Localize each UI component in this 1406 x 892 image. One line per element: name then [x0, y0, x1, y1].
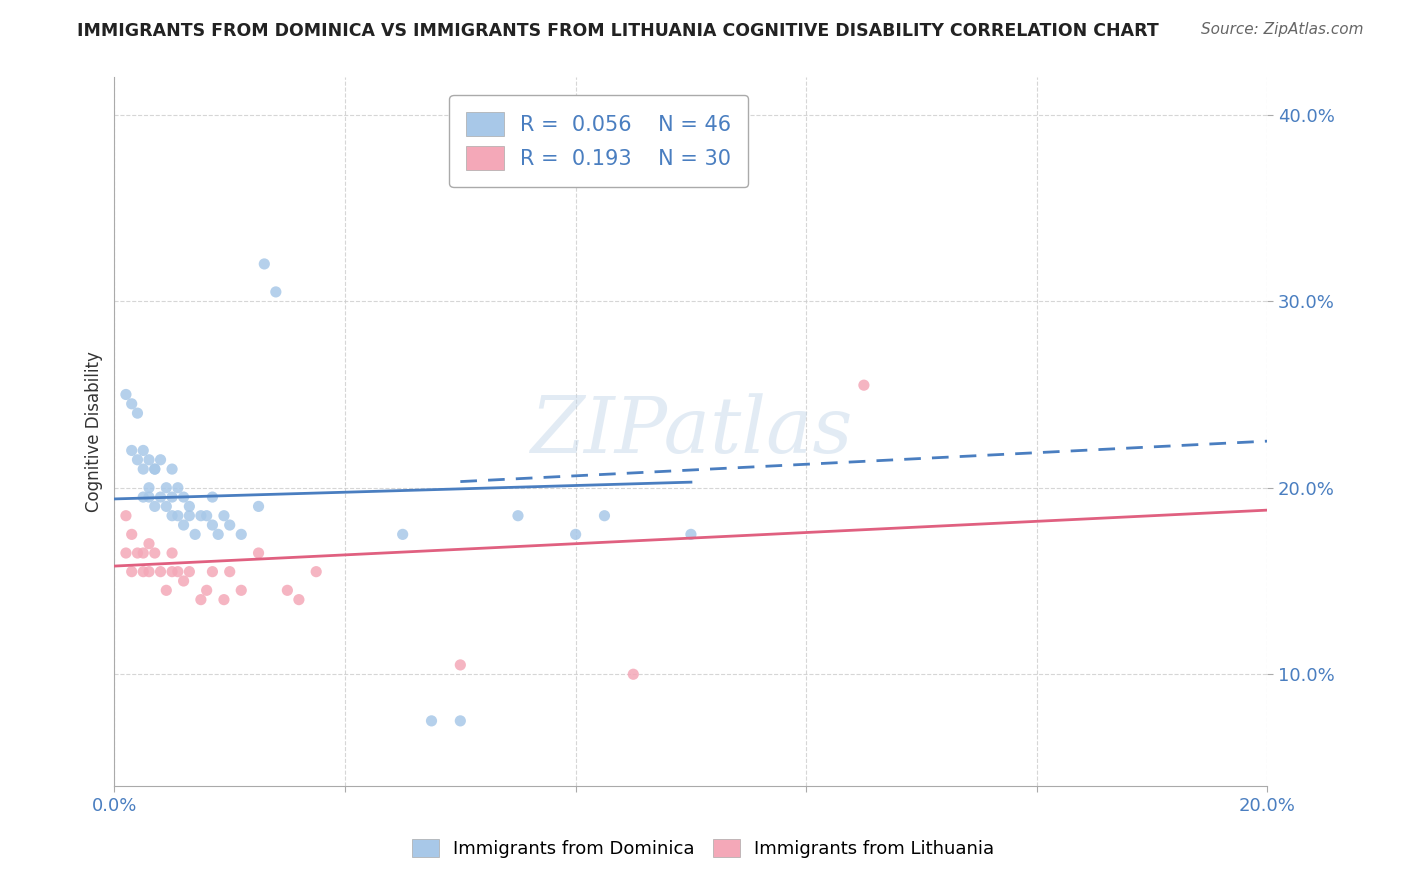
- Point: [155, 500, 177, 514]
- Point: [132, 443, 155, 458]
- Point: [201, 518, 224, 533]
- Legend: Immigrants from Dominica, Immigrants from Lithuania: Immigrants from Dominica, Immigrants fro…: [405, 831, 1001, 865]
- Point: [231, 527, 253, 541]
- Point: [207, 527, 229, 541]
- Point: [276, 583, 298, 598]
- Point: [149, 565, 172, 579]
- Point: [132, 462, 155, 476]
- Point: [155, 481, 177, 495]
- Point: [218, 518, 240, 533]
- Point: [305, 565, 328, 579]
- Text: ZIPatlas: ZIPatlas: [530, 393, 852, 470]
- Point: [201, 565, 224, 579]
- Point: [190, 508, 212, 523]
- Point: [149, 490, 172, 504]
- Point: [593, 508, 616, 523]
- Point: [564, 527, 586, 541]
- Point: [138, 565, 160, 579]
- Point: [138, 490, 160, 504]
- Point: [391, 527, 413, 541]
- Text: IMMIGRANTS FROM DOMINICA VS IMMIGRANTS FROM LITHUANIA COGNITIVE DISABILITY CORRE: IMMIGRANTS FROM DOMINICA VS IMMIGRANTS F…: [77, 22, 1159, 40]
- Point: [143, 462, 166, 476]
- Text: Source: ZipAtlas.com: Source: ZipAtlas.com: [1201, 22, 1364, 37]
- Point: [679, 527, 702, 541]
- Point: [179, 565, 201, 579]
- Point: [201, 490, 224, 504]
- Point: [173, 490, 195, 504]
- Point: [138, 481, 160, 495]
- Point: [166, 508, 188, 523]
- Point: [173, 574, 195, 588]
- Point: [160, 565, 183, 579]
- Point: [160, 508, 183, 523]
- Point: [195, 508, 218, 523]
- Point: [143, 546, 166, 560]
- Point: [166, 481, 188, 495]
- Point: [288, 592, 311, 607]
- Point: [166, 565, 188, 579]
- Point: [212, 592, 235, 607]
- Point: [121, 397, 143, 411]
- Point: [160, 490, 183, 504]
- Point: [253, 257, 276, 271]
- Point: [247, 546, 270, 560]
- Point: [231, 583, 253, 598]
- Point: [115, 387, 138, 401]
- Point: [218, 565, 240, 579]
- Point: [179, 500, 201, 514]
- Point: [127, 452, 149, 467]
- Point: [449, 657, 471, 672]
- Point: [160, 546, 183, 560]
- Point: [247, 500, 270, 514]
- Point: [132, 490, 155, 504]
- Point: [127, 406, 149, 420]
- Point: [449, 714, 471, 728]
- Point: [115, 546, 138, 560]
- Point: [155, 583, 177, 598]
- Point: [195, 583, 218, 598]
- Point: [121, 443, 143, 458]
- Point: [115, 508, 138, 523]
- Point: [143, 462, 166, 476]
- Point: [138, 537, 160, 551]
- Point: [138, 452, 160, 467]
- Point: [149, 452, 172, 467]
- Point: [621, 667, 644, 681]
- Point: [420, 714, 443, 728]
- Legend: R =  0.056    N = 46, R =  0.193    N = 30: R = 0.056 N = 46, R = 0.193 N = 30: [450, 95, 748, 186]
- Point: [132, 546, 155, 560]
- Point: [143, 500, 166, 514]
- Point: [506, 508, 529, 523]
- Point: [132, 565, 155, 579]
- Point: [264, 285, 287, 299]
- Point: [121, 565, 143, 579]
- Point: [160, 462, 183, 476]
- Point: [852, 378, 875, 392]
- Point: [127, 546, 149, 560]
- Point: [121, 527, 143, 541]
- Point: [173, 518, 195, 533]
- Y-axis label: Cognitive Disability: Cognitive Disability: [86, 351, 103, 512]
- Point: [184, 527, 207, 541]
- Point: [212, 508, 235, 523]
- Point: [179, 508, 201, 523]
- Point: [190, 592, 212, 607]
